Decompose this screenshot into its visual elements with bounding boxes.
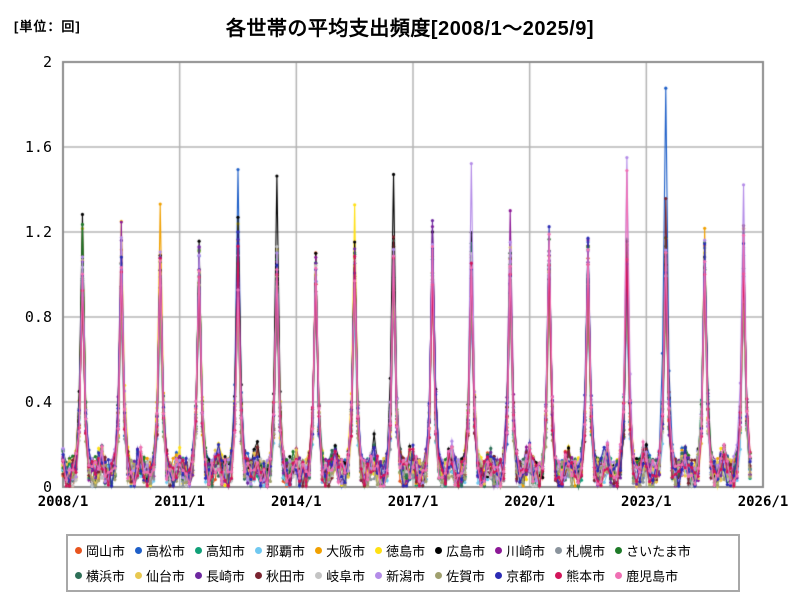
chart-title: 各世帯の平均支出頻度[2008/1～2025/9]: [225, 18, 595, 40]
legend-color-dot-icon: [135, 547, 143, 554]
legend-item-label: 徳島市: [386, 544, 426, 559]
x-axis-tick-label: 2008/1: [37, 494, 89, 510]
legend-color-dot-icon: [555, 572, 563, 579]
legend-color-dot-icon: [615, 547, 623, 554]
legend-item: さいたま市: [615, 541, 691, 560]
legend-item: 高松市: [135, 541, 185, 560]
legend-item: 熊本市: [555, 566, 605, 585]
legend-item-label: 広島市: [446, 544, 486, 559]
legend-item: 広島市: [435, 541, 485, 560]
legend-item-label: 川崎市: [506, 544, 546, 559]
legend-item-label: 岡山市: [86, 544, 126, 559]
chart-legend: 岡山市 高松市 高知市 那覇市 大阪市 徳島市 広島市 川崎市 札幌市 さいたま市 横浜市 仙台市 長…: [66, 534, 740, 592]
legend-item: 徳島市: [375, 541, 425, 560]
legend-color-dot-icon: [195, 547, 203, 554]
legend-item-label: 鹿児島市: [626, 569, 679, 584]
unit-label: [単位：回]: [14, 19, 81, 34]
legend-item-label: さいたま市: [626, 544, 691, 559]
y-axis-tick-label: 1.2: [24, 223, 52, 241]
legend-item-label: 京都市: [506, 569, 546, 584]
legend-color-dot-icon: [495, 572, 503, 579]
legend-item-label: 秋田市: [266, 569, 306, 584]
x-axis-tick-label: 2023/1: [621, 494, 672, 510]
legend-item: 秋田市: [255, 566, 305, 585]
legend-color-dot-icon: [555, 547, 563, 554]
legend-color-dot-icon: [255, 572, 263, 579]
x-axis-tick-label: 2017/1: [387, 494, 439, 510]
legend-color-dot-icon: [195, 572, 203, 579]
legend-item: 高知市: [195, 541, 245, 560]
legend-item: 仙台市: [135, 566, 185, 585]
legend-item: 大阪市: [315, 541, 365, 560]
x-axis-tick-label: 2020/1: [504, 494, 555, 510]
legend-color-dot-icon: [375, 572, 383, 579]
legend-item: 佐賀市: [435, 566, 485, 585]
legend-color-dot-icon: [495, 547, 503, 554]
legend-color-dot-icon: [375, 547, 383, 554]
legend-item-label: 佐賀市: [446, 569, 486, 584]
legend-item: 横浜市: [75, 566, 125, 585]
y-axis-tick-label: 0.4: [24, 393, 52, 411]
legend-item: 京都市: [495, 566, 545, 585]
legend-item: 川崎市: [495, 541, 545, 560]
legend-item: 長崎市: [195, 566, 245, 585]
legend-item-label: 横浜市: [86, 569, 126, 584]
legend-row: 横浜市 仙台市 長崎市 秋田市 岐阜市 新潟市 佐賀市 京都市 熊本市 鹿児島市: [75, 563, 731, 588]
legend-color-dot-icon: [75, 572, 82, 579]
legend-item-label: 高知市: [206, 544, 246, 559]
y-axis-tick-label: 0.8: [24, 308, 52, 326]
legend-item-label: 仙台市: [146, 569, 186, 584]
legend-item: 那覇市: [255, 541, 305, 560]
legend-item-label: 新潟市: [386, 569, 426, 584]
x-axis-tick-label: 2026/1: [737, 494, 789, 510]
legend-color-dot-icon: [615, 572, 623, 579]
legend-color-dot-icon: [75, 547, 82, 554]
x-axis-tick-label: 2014/1: [271, 494, 322, 510]
legend-item-label: 熊本市: [566, 569, 606, 584]
y-axis-tick-label: 0: [42, 478, 52, 496]
legend-item-label: 高松市: [146, 544, 186, 559]
legend-item: 岐阜市: [315, 566, 365, 585]
legend-item: 岡山市: [75, 541, 125, 560]
legend-row: 岡山市 高松市 高知市 那覇市 大阪市 徳島市 広島市 川崎市 札幌市 さいたま市: [75, 538, 731, 563]
legend-item: 新潟市: [375, 566, 425, 585]
legend-item-label: 岐阜市: [326, 569, 366, 584]
legend-item: 札幌市: [555, 541, 605, 560]
legend-color-dot-icon: [315, 547, 323, 554]
legend-color-dot-icon: [435, 572, 443, 579]
legend-item-label: 長崎市: [206, 569, 246, 584]
legend-color-dot-icon: [315, 572, 323, 579]
legend-color-dot-icon: [435, 547, 443, 554]
legend-item: 鹿児島市: [615, 566, 678, 585]
legend-item-label: 大阪市: [326, 544, 366, 559]
legend-color-dot-icon: [135, 572, 143, 579]
legend-color-dot-icon: [255, 547, 263, 554]
x-axis-tick-label: 2011/1: [154, 494, 205, 510]
legend-item-label: 札幌市: [566, 544, 606, 559]
legend-item-label: 那覇市: [266, 544, 306, 559]
y-axis-tick-label: 2: [42, 53, 52, 71]
y-axis-tick-label: 1.6: [24, 138, 52, 156]
